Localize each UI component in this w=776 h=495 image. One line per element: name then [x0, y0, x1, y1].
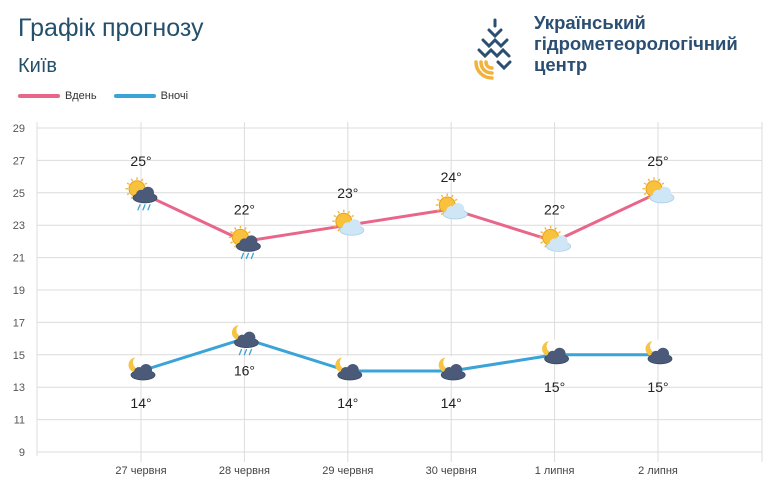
city-name: Київ [18, 55, 58, 77]
y-tick-label: 21 [13, 253, 25, 265]
sun-cloud-icon [332, 209, 365, 236]
organization-name: Український гідрометеорологічний центр [534, 12, 774, 75]
day-temperature-label: 25° [647, 153, 668, 169]
sun-cloud-icon [435, 193, 468, 220]
legend-swatch-day [18, 94, 60, 98]
moon-cloud-rain-icon [231, 323, 259, 356]
sun-cloud-icon [539, 225, 571, 252]
sun-cloud-rain-icon [228, 225, 261, 260]
legend-swatch-night [113, 94, 156, 98]
night-temperature-label: 14° [441, 395, 462, 411]
moon-cloud-icon [128, 356, 156, 381]
night-temperature-label: 14° [337, 395, 358, 411]
page-title: Графік прогнозу [18, 14, 204, 42]
x-tick-label: 27 червня [115, 465, 166, 477]
y-tick-label: 13 [13, 382, 25, 394]
org-line-3: центр [534, 54, 588, 75]
x-tick-label: 30 червня [426, 465, 477, 477]
moon-cloud-icon [542, 339, 569, 365]
night-temperature-label: 16° [234, 363, 255, 379]
day-temperature-label: 24° [441, 169, 462, 185]
y-tick-label: 11 [14, 415, 25, 427]
sun-cloud-icon [642, 177, 675, 204]
y-tick-label: 23 [13, 220, 25, 232]
x-tick-label: 29 червня [322, 465, 373, 477]
ukrhydromet-logo-icon [474, 18, 516, 80]
night-temperature-label: 15° [647, 379, 668, 395]
x-tick-label: 28 червня [219, 465, 270, 477]
y-tick-label: 17 [13, 317, 25, 329]
y-tick-label: 19 [13, 285, 25, 297]
y-tick-label: 27 [13, 155, 25, 167]
y-tick-label: 15 [13, 350, 25, 362]
x-tick-label: 1 липня [535, 465, 575, 477]
moon-cloud-icon [645, 339, 673, 365]
night-series-line [140, 337, 658, 373]
legend-item-day: Вдень [18, 90, 97, 102]
moon-cloud-icon [438, 356, 466, 381]
sun-cloud-rain-icon [125, 177, 158, 211]
day-series-line [140, 191, 659, 244]
legend-label-day: Вдень [65, 90, 97, 102]
night-temperature-label: 14° [130, 395, 151, 411]
legend-label-night: Вночі [160, 90, 189, 102]
x-tick-label: 2 липня [638, 465, 678, 477]
y-tick-label: 29 [13, 123, 25, 135]
legend-item-night: Вночі [113, 90, 189, 102]
day-temperature-label: 23° [337, 185, 358, 201]
day-temperature-label: 25° [130, 153, 151, 169]
org-line-2: гідрометеорологічний [534, 33, 738, 54]
day-temperature-label: 22° [544, 201, 565, 217]
day-temperature-label: 22° [234, 201, 255, 217]
org-line-1: Український [534, 12, 646, 33]
moon-cloud-icon [335, 356, 363, 381]
night-temperature-label: 15° [544, 379, 565, 395]
y-tick-label: 25 [13, 188, 25, 200]
y-tick-label: 9 [19, 447, 25, 459]
chart-legend: Вдень Вночі [18, 89, 202, 102]
